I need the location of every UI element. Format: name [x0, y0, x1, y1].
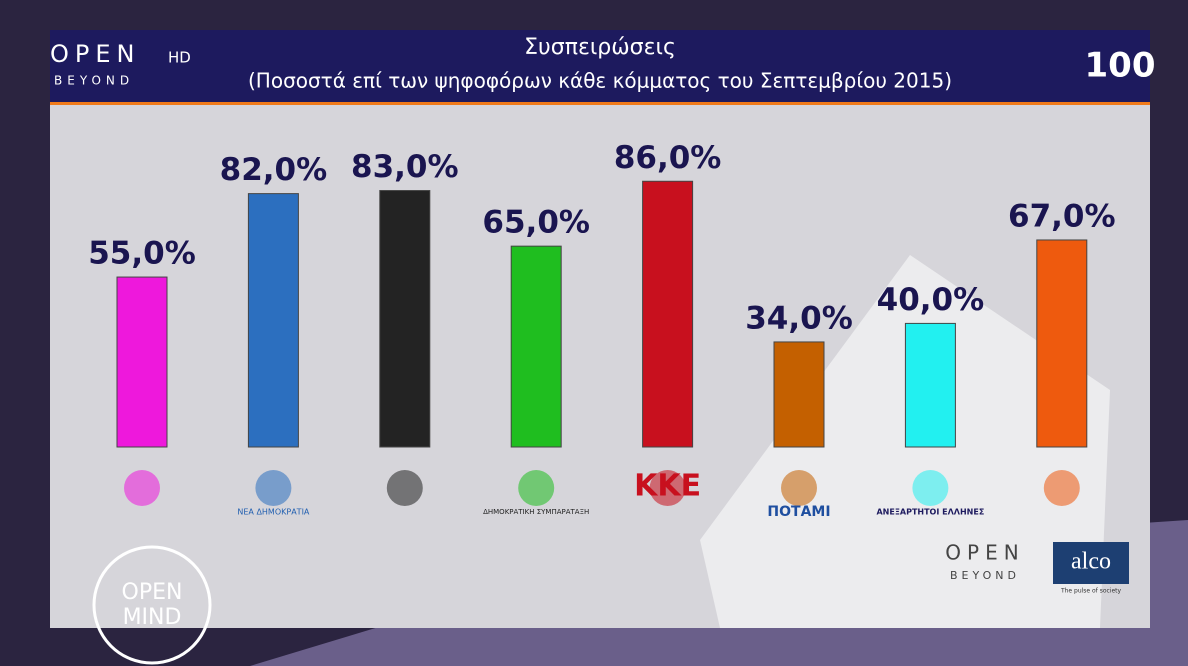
- value-label: 55,0%: [88, 236, 196, 272]
- party-logo: [649, 470, 686, 506]
- chart-title: Συσπειρώσεις: [524, 35, 676, 60]
- value-label: 34,0%: [745, 300, 853, 336]
- value-label: 67,0%: [1008, 198, 1116, 234]
- footer-channel: OPEN: [945, 541, 1024, 565]
- bar: [510, 245, 562, 448]
- value-label: 86,0%: [614, 140, 722, 176]
- show-logo: OPEN: [122, 580, 183, 605]
- pollster-box: [1053, 542, 1129, 584]
- party-logo: [518, 470, 555, 506]
- bar: [379, 190, 431, 448]
- x-tick-label: ΔΗΜΟΚΡΑΤΙΚΗ ΣΥΜΠΑΡΑΤΑΞΗ: [483, 508, 589, 516]
- party-logo: [124, 470, 160, 506]
- party-logo: [912, 470, 949, 506]
- party-logo: [386, 470, 423, 506]
- x-tick-label: ΠΟΤΑΜΙ: [767, 504, 830, 520]
- anniversary-logo: 100: [1085, 46, 1156, 86]
- header-line: [50, 102, 1150, 105]
- channel-hd: HD: [168, 49, 191, 67]
- chart-subtitle: (Ποσοστά επί των ψηφοφόρων κάθε κόμματος…: [248, 69, 952, 93]
- channel-sub: BEYOND: [54, 74, 134, 88]
- value-label: 40,0%: [877, 282, 985, 318]
- x-tick-label: ΑΝΕΞΑΡΤΗΤΟΙ ΕΛΛΗΝΕΣ: [876, 508, 984, 517]
- bar: [642, 180, 694, 448]
- channel-logo: OPEN: [50, 40, 140, 68]
- x-tick-label: ΚΚΕ: [634, 469, 701, 504]
- x-tick-label: ΝΕΑ ΔΗΜΟΚΡΑΤΙΑ: [237, 508, 310, 517]
- party-logo: [781, 470, 817, 506]
- bar: [247, 193, 299, 448]
- pollster-logo: alco: [1071, 549, 1111, 575]
- party-logo: [255, 470, 292, 506]
- show-logo: MIND: [123, 605, 182, 630]
- value-label: 82,0%: [220, 152, 328, 188]
- footer-channel-sub: BEYOND: [950, 569, 1020, 582]
- show-logo-ring: [92, 545, 212, 665]
- bar: [773, 341, 825, 448]
- bar: [116, 276, 168, 448]
- bar: [1036, 239, 1088, 448]
- party-logo: [1043, 470, 1080, 506]
- header-bar: [50, 30, 1150, 104]
- value-label: 65,0%: [482, 205, 590, 241]
- pollster-tagline: The pulse of society: [1060, 588, 1122, 595]
- value-label: 83,0%: [351, 149, 459, 185]
- bar: [904, 322, 956, 448]
